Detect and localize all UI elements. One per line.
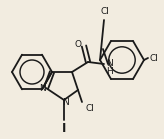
Text: N: N — [39, 84, 45, 92]
Text: N: N — [62, 97, 68, 106]
Text: I: I — [62, 121, 66, 135]
Text: O: O — [74, 39, 82, 49]
Text: Cl: Cl — [85, 104, 94, 112]
Text: H: H — [106, 66, 113, 75]
Text: Cl: Cl — [101, 7, 109, 16]
Text: N: N — [106, 59, 113, 68]
Text: Cl: Cl — [150, 54, 159, 63]
